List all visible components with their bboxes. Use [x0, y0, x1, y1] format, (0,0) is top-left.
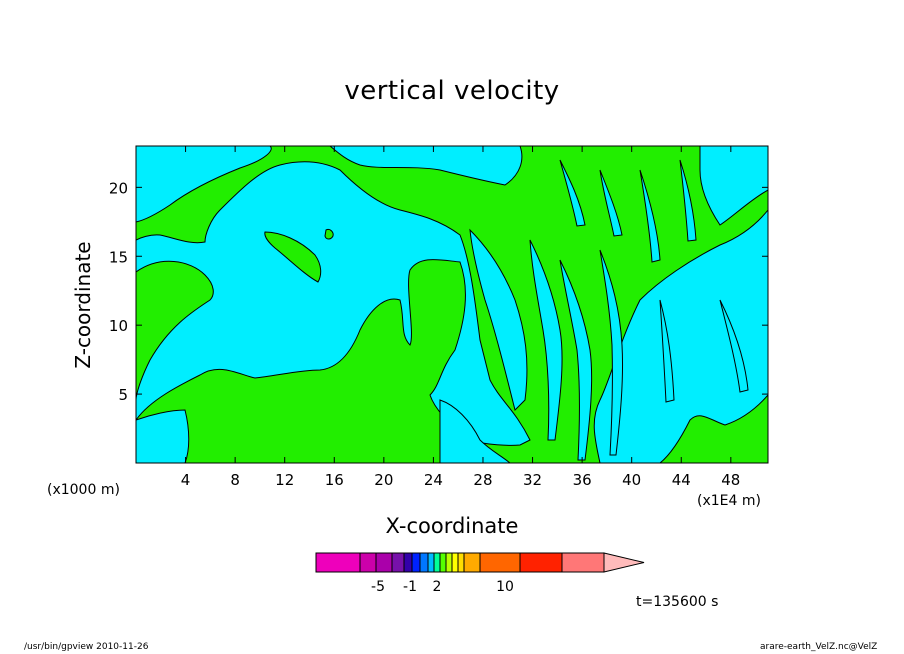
positive-island	[264, 231, 322, 283]
x-axis-label: X-coordinate	[385, 514, 519, 538]
y-axis: 5 10 15 20	[109, 179, 768, 404]
colorbar-swatch	[419, 552, 429, 573]
negative-streak-8	[679, 159, 697, 242]
colorbar-swatch	[519, 552, 563, 573]
x-tick-label: 32	[523, 471, 542, 489]
contour-field	[136, 146, 768, 463]
x-tick-label: 28	[473, 471, 492, 489]
y-tick-label: 20	[109, 179, 128, 197]
colorbar-arrow	[603, 552, 645, 573]
colorbar-swatch	[457, 552, 465, 573]
colorbar-swatch	[359, 552, 377, 573]
time-label: t=135600 s	[636, 594, 719, 610]
negative-region-bottom-left	[136, 409, 190, 463]
chart-title: vertical velocity	[344, 76, 560, 106]
x-tick-label: 8	[230, 471, 240, 489]
negative-region-top-left	[136, 146, 272, 223]
colorbar-label: 10	[496, 579, 514, 595]
x-tick-label: 24	[424, 471, 443, 489]
x-axis-unit-right: (x1E4 m)	[697, 493, 761, 509]
x-tick-label: 40	[622, 471, 641, 489]
negative-streak-5	[639, 169, 661, 263]
colorbar-swatch	[391, 552, 405, 573]
y-axis-label: Z-coordinate	[71, 241, 95, 369]
colorbar-swatch	[433, 552, 441, 573]
negative-streak-3	[559, 259, 593, 461]
footer-program-date: /usr/bin/gpview 2010-11-26	[24, 642, 149, 652]
colorbar-swatch	[411, 552, 421, 573]
x-tick-label: 16	[325, 471, 344, 489]
colorbar-swatch	[427, 552, 435, 573]
colorbar-swatch	[479, 552, 521, 573]
negative-region-top-right	[699, 146, 768, 226]
plot-frame	[135, 145, 769, 464]
positive-island-2	[324, 229, 334, 240]
y-tick-label: 15	[109, 248, 128, 266]
x-tick-label: 12	[275, 471, 294, 489]
colorbar-swatch	[451, 552, 459, 573]
colorbar: -5 -1 2 10	[315, 552, 645, 595]
colorbar-label: 2	[433, 579, 442, 595]
y-tick-label: 5	[118, 386, 128, 404]
colorbar-swatch	[403, 552, 413, 573]
colorbar-swatch	[315, 552, 361, 573]
colorbar-swatch	[439, 552, 447, 573]
negative-streak-7	[559, 159, 586, 227]
negative-region-bottom-middle	[439, 399, 511, 463]
colorbar-swatch	[561, 552, 605, 573]
negative-streak-1	[469, 228, 528, 411]
x-tick-label: 20	[374, 471, 393, 489]
x-axis-unit-left: (x1000 m)	[47, 482, 120, 498]
footer-filename: arare-earth_VelZ.nc@VelZ	[760, 642, 878, 652]
colorbar-swatch	[463, 552, 481, 573]
negative-streak-2	[529, 239, 563, 441]
negative-streak-6	[599, 169, 623, 237]
x-tick-label: 44	[672, 471, 691, 489]
negative-streak-9	[719, 299, 749, 393]
x-axis: 4 8 12 16 20 24 28 32 36 40 44 48	[181, 146, 740, 489]
y-tick-label: 10	[109, 317, 128, 335]
x-tick-label: 4	[181, 471, 191, 489]
colorbar-label: -5	[371, 579, 385, 595]
colorbar-swatch	[445, 552, 453, 573]
negative-region-top	[329, 146, 523, 186]
x-tick-label: 36	[573, 471, 592, 489]
colorbar-label: -1	[403, 579, 417, 595]
negative-streak-10	[659, 299, 675, 403]
negative-region-left	[136, 161, 531, 446]
colorbar-swatch	[375, 552, 393, 573]
x-tick-label: 48	[721, 471, 740, 489]
negative-streak-4	[599, 249, 624, 456]
negative-region-right	[593, 209, 768, 463]
